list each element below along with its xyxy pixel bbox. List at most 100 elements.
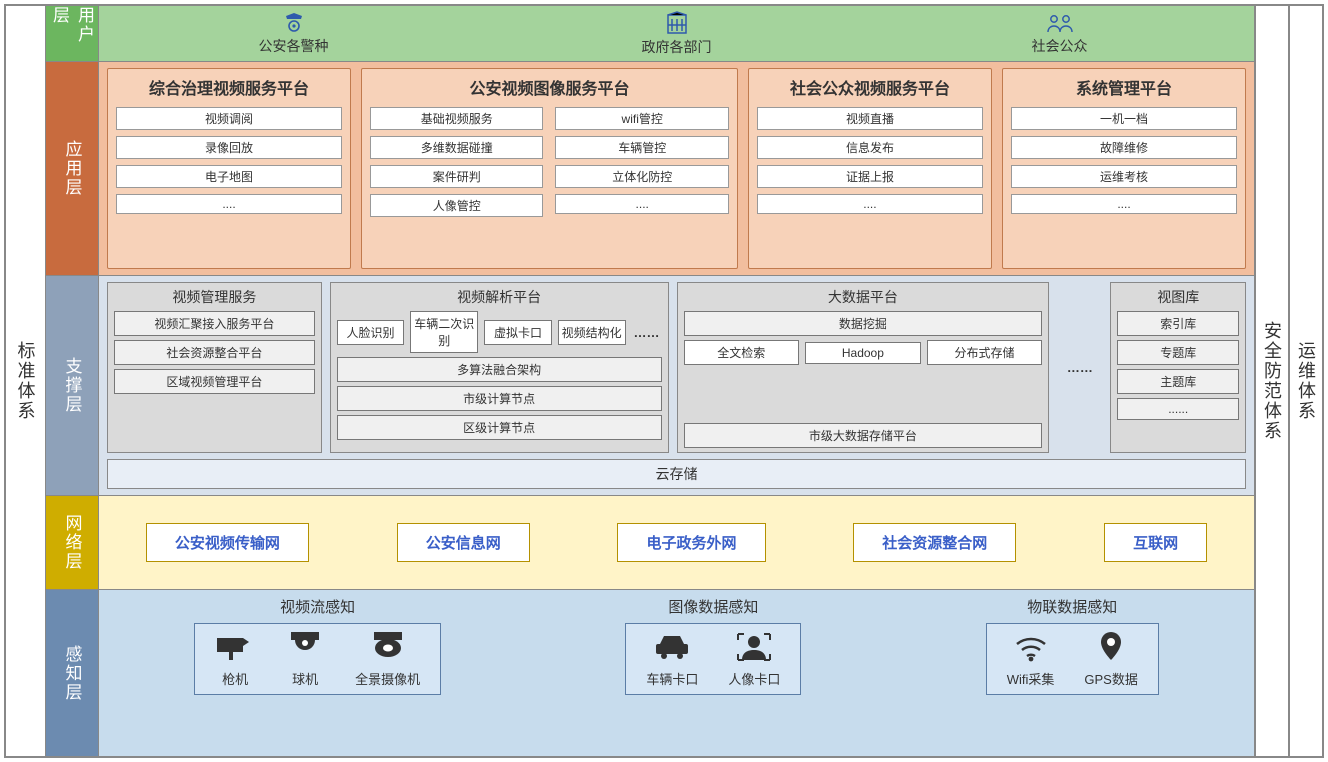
support-item: 社会资源整合平台 <box>114 340 315 365</box>
support-item: 分布式存储 <box>927 340 1043 365</box>
network-item: 社会资源整合网 <box>853 523 1016 562</box>
support-video-mgmt-title: 视频管理服务 <box>114 287 315 307</box>
row-user-label: 用户层 <box>45 6 99 61</box>
layer-stack: 用户层 公安各警种 政府各部门 社会公众 应用层 综合治理视频服务平台视频调阅录… <box>45 5 1255 757</box>
row-app-label: 应用层 <box>45 62 99 275</box>
app-panel: 综合治理视频服务平台视频调阅录像回放电子地图.... <box>107 68 351 269</box>
support-item: 车辆二次识别 <box>410 311 478 353</box>
face-icon <box>734 630 774 667</box>
perception-box: Wifi采集GPS数据 <box>986 623 1159 695</box>
app-panel-title: 综合治理视频服务平台 <box>149 75 309 99</box>
row-app: 应用层 综合治理视频服务平台视频调阅录像回放电子地图....公安视频图像服务平台… <box>45 61 1255 275</box>
perception-group: 视频流感知枪机球机全景摄像机 <box>194 596 441 750</box>
network-item: 电子政务外网 <box>617 523 765 562</box>
camera-icon <box>215 630 255 667</box>
row-support-body: 视频管理服务 视频汇聚接入服务平台 社会资源整合平台 区域视频管理平台 视频解析… <box>99 276 1254 495</box>
app-item: 人像管控 <box>370 194 543 217</box>
app-item: .... <box>555 194 728 214</box>
support-top: 视频管理服务 视频汇聚接入服务平台 社会资源整合平台 区域视频管理平台 视频解析… <box>107 282 1246 453</box>
app-item: 电子地图 <box>116 165 342 188</box>
support-item: 视频结构化 <box>558 320 626 345</box>
user-police: 公安各警种 <box>107 12 480 56</box>
perception-item: Wifi采集 <box>1007 630 1055 688</box>
pan-icon <box>368 630 408 667</box>
col-standard: 标准体系 <box>5 5 45 757</box>
support-item: 人脸识别 <box>337 320 405 345</box>
support-item: 索引库 <box>1117 311 1239 336</box>
row-network: 网络层 公安视频传输网 公安信息网 电子政务外网 社会资源整合网 互联网 <box>45 495 1255 589</box>
support-item: 区域视频管理平台 <box>114 369 315 394</box>
perception-group-title: 物联数据感知 <box>1027 596 1117 617</box>
app-item: 证据上报 <box>757 165 983 188</box>
dome-icon <box>285 630 325 667</box>
support-bigdata: 大数据平台 数据挖掘 全文检索 Hadoop 分布式存储 市级大数据存储平台 <box>677 282 1050 453</box>
row-support: 支撑层 视频管理服务 视频汇聚接入服务平台 社会资源整合平台 区域视频管理平台 … <box>45 275 1255 495</box>
support-item: 多算法融合架构 <box>337 357 662 382</box>
perception-group: 物联数据感知 Wifi采集GPS数据 <box>986 596 1159 750</box>
perception-item-label: 车辆卡口 <box>646 669 698 688</box>
row-network-body: 公安视频传输网 公安信息网 电子政务外网 社会资源整合网 互联网 <box>99 496 1254 589</box>
user-gov: 政府各部门 <box>490 11 863 57</box>
perception-item-label: Wifi采集 <box>1007 669 1055 688</box>
app-item: 故障维修 <box>1011 136 1237 159</box>
col-ops: 运维体系 <box>1289 5 1323 757</box>
perception-item: 人像卡口 <box>728 630 780 688</box>
perception-item-label: 球机 <box>292 669 318 688</box>
col-security: 安全防范体系 <box>1255 5 1289 757</box>
dots: …… <box>632 325 662 340</box>
support-item: 专题库 <box>1117 340 1239 365</box>
support-item: 主题库 <box>1117 369 1239 394</box>
app-item: 一机一档 <box>1011 107 1237 130</box>
perception-item-label: 枪机 <box>222 669 248 688</box>
row-app-body: 综合治理视频服务平台视频调阅录像回放电子地图....公安视频图像服务平台基础视频… <box>99 62 1254 275</box>
row-perception-body: 视频流感知枪机球机全景摄像机图像数据感知车辆卡口人像卡口物联数据感知Wifi采集… <box>99 590 1254 756</box>
app-item: 录像回放 <box>116 136 342 159</box>
perception-item: 球机 <box>285 630 325 688</box>
perception-item: 枪机 <box>215 630 255 688</box>
building-icon <box>664 11 690 35</box>
wifi-icon <box>1011 630 1051 667</box>
app-item: .... <box>1011 194 1237 214</box>
perception-item: 车辆卡口 <box>646 630 698 688</box>
support-video-parse: 视频解析平台 人脸识别 车辆二次识别 虚拟卡口 视频结构化 …… 多算法融合架构… <box>330 282 669 453</box>
perception-item-label: 全景摄像机 <box>355 669 420 688</box>
network-item: 公安信息网 <box>397 523 530 562</box>
app-item: .... <box>757 194 983 214</box>
support-item: 市级计算节点 <box>337 386 662 411</box>
app-item: 视频直播 <box>757 107 983 130</box>
app-item: 运维考核 <box>1011 165 1237 188</box>
support-item: 全文检索 <box>684 340 800 365</box>
app-item: .... <box>116 194 342 214</box>
perception-box: 车辆卡口 人像卡口 <box>625 623 801 695</box>
support-viewlib-title: 视图库 <box>1117 287 1239 307</box>
app-panel: 系统管理平台一机一档故障维修运维考核.... <box>1002 68 1246 269</box>
support-video-parse-title: 视频解析平台 <box>337 287 662 307</box>
architecture-diagram: 标准体系 用户层 公安各警种 政府各部门 社会公众 <box>4 4 1324 758</box>
app-item: 多维数据碰撞 <box>370 136 543 159</box>
app-panel-title: 系统管理平台 <box>1076 75 1172 99</box>
support-video-mgmt: 视频管理服务 视频汇聚接入服务平台 社会资源整合平台 区域视频管理平台 <box>107 282 322 453</box>
support-item: 区级计算节点 <box>337 415 662 440</box>
app-item: 立体化防控 <box>555 165 728 188</box>
support-viewlib: 视图库 索引库 专题库 主题库 ...... <box>1110 282 1246 453</box>
support-item: Hadoop <box>805 342 921 364</box>
support-parse-row: 人脸识别 车辆二次识别 虚拟卡口 视频结构化 …… <box>337 311 662 353</box>
support-item: 虚拟卡口 <box>484 320 552 345</box>
row-network-label: 网络层 <box>45 496 99 589</box>
support-item: 数据挖掘 <box>684 311 1043 336</box>
support-item: 视频汇聚接入服务平台 <box>114 311 315 336</box>
support-bigdata-row: 全文检索 Hadoop 分布式存储 <box>684 340 1043 365</box>
perception-item-label: 人像卡口 <box>728 669 780 688</box>
row-support-label: 支撑层 <box>45 276 99 495</box>
row-perception: 感知层 视频流感知枪机球机全景摄像机图像数据感知车辆卡口人像卡口物联数据感知Wi… <box>45 589 1255 757</box>
perception-group-title: 图像数据感知 <box>668 596 758 617</box>
app-item: 视频调阅 <box>116 107 342 130</box>
people-icon <box>1045 12 1075 34</box>
network-item: 互联网 <box>1104 523 1207 562</box>
app-item: 车辆管控 <box>555 136 728 159</box>
network-item: 公安视频传输网 <box>146 523 309 562</box>
row-user: 用户层 公安各警种 政府各部门 社会公众 <box>45 5 1255 61</box>
row-perception-label: 感知层 <box>45 590 99 756</box>
app-item: wifi管控 <box>555 107 728 130</box>
perception-item: 全景摄像机 <box>355 630 420 688</box>
